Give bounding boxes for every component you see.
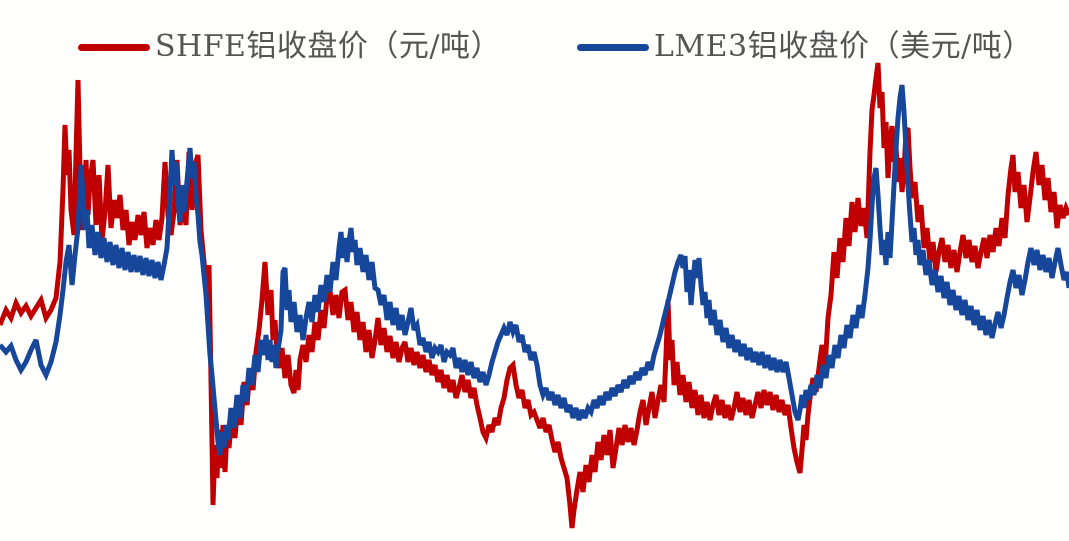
series-line-shfe: [0, 62, 1069, 529]
legend-swatch-shfe-line-icon: [78, 43, 150, 51]
legend-label-lme3: LME3铝收盘价（美元/吨）: [654, 29, 1033, 64]
legend-swatch-lme3-line-icon: [577, 43, 649, 51]
legend-item-shfe: SHFE铝收盘价（元/吨）: [78, 28, 501, 66]
legend-item-lme3: LME3铝收盘价（美元/吨）: [577, 28, 1033, 66]
series-line-lme3: [0, 84, 1069, 456]
legend-label-shfe: SHFE铝收盘价（元/吨）: [155, 29, 502, 64]
